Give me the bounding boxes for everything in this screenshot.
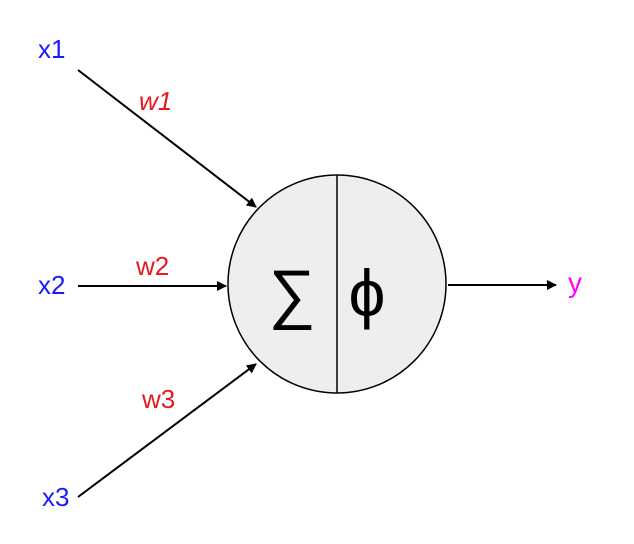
input-label-x1: x1 bbox=[38, 34, 65, 64]
output-label-y: y bbox=[568, 267, 582, 298]
weight-label-w1: w1 bbox=[139, 86, 172, 116]
weight-label-w2: w2 bbox=[135, 251, 169, 281]
input-label-x3: x3 bbox=[42, 482, 69, 512]
input-arrow-x1 bbox=[77, 69, 257, 208]
input-arrow-x3 bbox=[77, 363, 257, 498]
input-label-x2: x2 bbox=[38, 270, 65, 300]
activation-symbol: ϕ bbox=[349, 256, 386, 330]
sum-symbol: ∑ bbox=[268, 256, 315, 330]
weight-label-w3: w3 bbox=[141, 384, 175, 414]
